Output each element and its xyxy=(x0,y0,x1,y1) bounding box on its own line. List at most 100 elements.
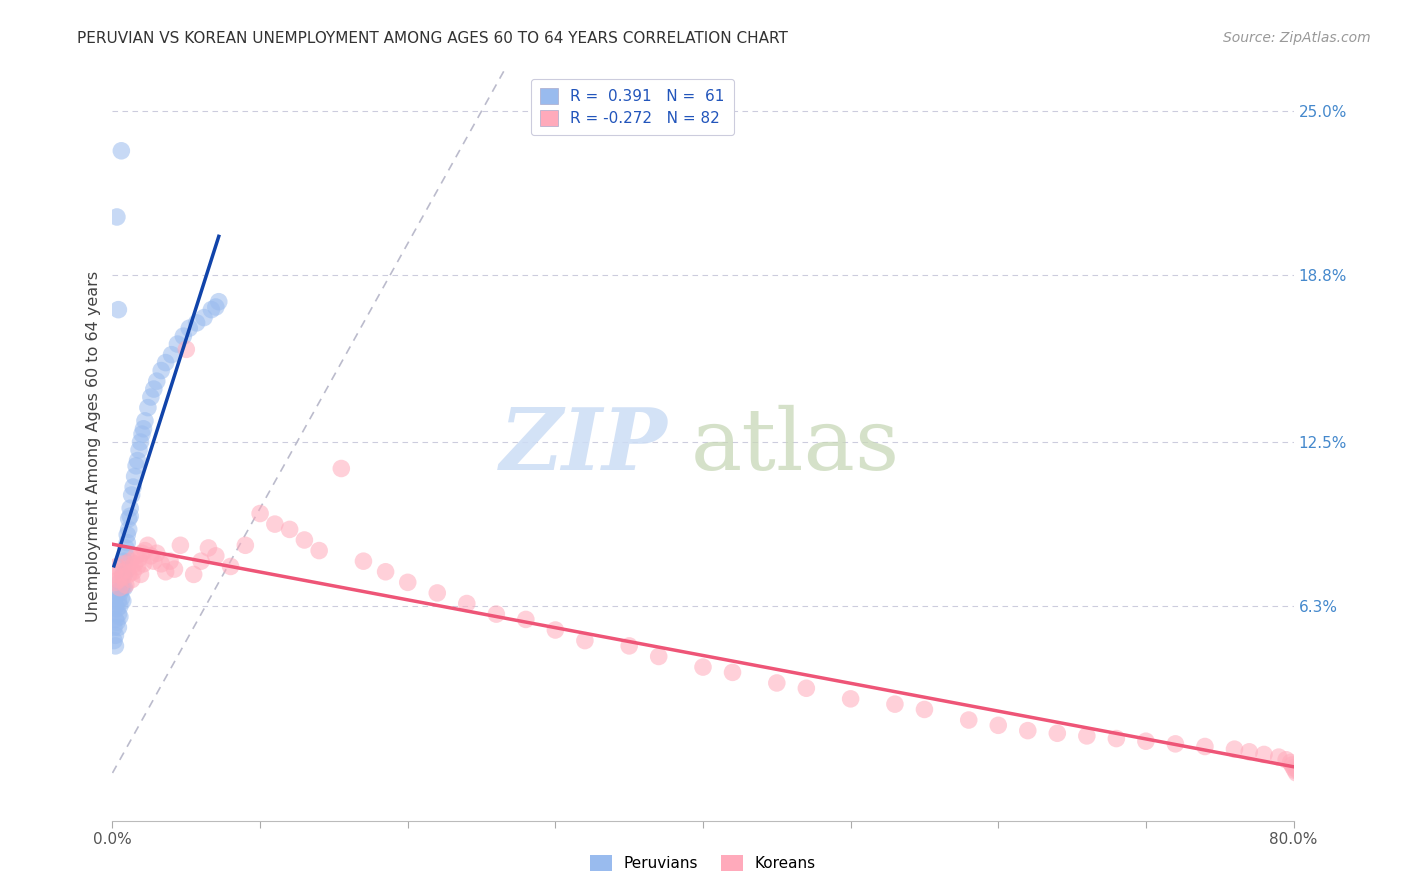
Point xyxy=(308,543,330,558)
Point xyxy=(544,623,567,637)
Point xyxy=(1164,737,1187,751)
Point xyxy=(139,549,162,563)
Point xyxy=(1281,758,1303,772)
Point xyxy=(110,591,132,606)
Point xyxy=(111,567,134,582)
Point xyxy=(117,535,138,549)
Point xyxy=(142,554,165,568)
Point xyxy=(146,546,169,560)
Point xyxy=(330,461,353,475)
Point xyxy=(112,567,135,582)
Point xyxy=(108,575,131,590)
Point xyxy=(107,620,129,634)
Point xyxy=(208,294,231,309)
Point xyxy=(124,557,146,571)
Point xyxy=(139,390,162,404)
Point xyxy=(110,144,132,158)
Point xyxy=(205,549,228,563)
Point xyxy=(110,581,132,595)
Point xyxy=(839,691,862,706)
Point xyxy=(105,615,128,629)
Point xyxy=(107,594,129,608)
Point xyxy=(125,458,148,473)
Point xyxy=(105,586,128,600)
Point xyxy=(426,586,449,600)
Point xyxy=(129,567,152,582)
Point xyxy=(160,348,183,362)
Point xyxy=(957,713,980,727)
Legend: Peruvians, Koreans: Peruvians, Koreans xyxy=(583,849,823,877)
Text: Source: ZipAtlas.com: Source: ZipAtlas.com xyxy=(1223,31,1371,45)
Point xyxy=(118,522,141,536)
Point xyxy=(108,586,131,600)
Point xyxy=(150,557,173,571)
Point xyxy=(120,501,142,516)
Point xyxy=(110,565,132,579)
Point xyxy=(166,337,188,351)
Point xyxy=(117,562,138,576)
Point xyxy=(111,594,134,608)
Point xyxy=(1279,756,1302,770)
Point xyxy=(647,649,671,664)
Point xyxy=(155,356,177,370)
Point xyxy=(179,321,201,335)
Point xyxy=(692,660,714,674)
Point xyxy=(105,559,128,574)
Point xyxy=(174,343,197,357)
Point xyxy=(128,551,150,566)
Point xyxy=(128,442,150,457)
Point xyxy=(114,541,136,555)
Point xyxy=(108,581,131,595)
Point xyxy=(396,575,419,590)
Point xyxy=(104,628,127,642)
Point xyxy=(1017,723,1039,738)
Point xyxy=(127,559,149,574)
Point xyxy=(120,554,142,568)
Point xyxy=(107,302,129,317)
Point xyxy=(456,597,478,611)
Point xyxy=(124,469,146,483)
Point xyxy=(193,310,215,325)
Point xyxy=(159,554,181,568)
Point xyxy=(111,581,134,595)
Point xyxy=(121,573,143,587)
Point xyxy=(1135,734,1157,748)
Point xyxy=(103,633,125,648)
Point xyxy=(914,702,936,716)
Point xyxy=(118,567,141,582)
Point xyxy=(108,609,131,624)
Point xyxy=(122,565,145,579)
Y-axis label: Unemployment Among Ages 60 to 64 years: Unemployment Among Ages 60 to 64 years xyxy=(86,270,101,622)
Point xyxy=(1076,729,1098,743)
Point xyxy=(205,300,228,314)
Point xyxy=(352,554,374,568)
Point xyxy=(117,527,138,541)
Point xyxy=(103,567,125,582)
Point xyxy=(105,210,128,224)
Point xyxy=(112,554,135,568)
Point xyxy=(186,316,208,330)
Point xyxy=(132,557,155,571)
Point xyxy=(278,522,301,536)
Point xyxy=(374,565,396,579)
Point xyxy=(104,612,127,626)
Point xyxy=(134,543,156,558)
Point xyxy=(114,549,136,563)
Point xyxy=(136,538,159,552)
Point xyxy=(142,382,165,396)
Point xyxy=(796,681,818,696)
Point xyxy=(172,329,194,343)
Point xyxy=(197,541,219,555)
Point xyxy=(132,422,155,436)
Point xyxy=(134,414,156,428)
Point xyxy=(121,488,143,502)
Point xyxy=(233,538,256,552)
Point xyxy=(111,570,134,584)
Point xyxy=(112,557,135,571)
Point xyxy=(1253,747,1275,762)
Point xyxy=(183,567,205,582)
Point xyxy=(1046,726,1069,740)
Point xyxy=(136,401,159,415)
Point xyxy=(1282,761,1305,775)
Point xyxy=(169,538,191,552)
